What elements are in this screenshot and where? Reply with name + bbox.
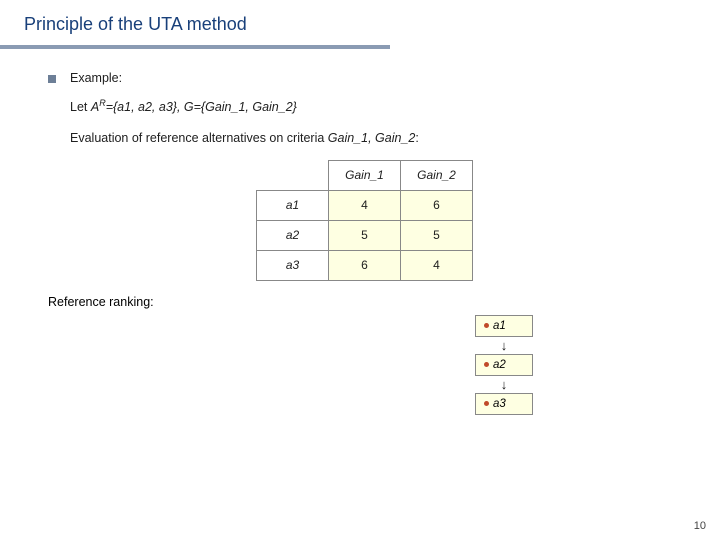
rank-box-a1: a1	[475, 315, 533, 337]
bullet-square-icon	[48, 75, 56, 83]
cell-a1-g2: 6	[401, 190, 473, 220]
row-header-a1: a1	[257, 190, 329, 220]
cell-a2-g2: 5	[401, 220, 473, 250]
bullet-dot-icon	[484, 362, 489, 367]
ar-set: ={a1, a2, a3}, G={Gain_1, Gain_2}	[106, 100, 297, 114]
example-label: Example:	[70, 71, 122, 85]
rank-box-a3: a3	[475, 393, 533, 415]
cell-a3-g1: 6	[329, 250, 401, 280]
col-header-gain2: Gain_2	[401, 160, 473, 190]
bullet-dot-icon	[484, 401, 489, 406]
evaluation-table: Gain_1 Gain_2 a1 4 6 a2 5 5 a3 6 4	[256, 160, 473, 281]
table-corner-cell	[257, 160, 329, 190]
page-number: 10	[694, 520, 706, 532]
ar-symbol: A	[91, 100, 99, 114]
eval-line: Evaluation of reference alternatives on …	[48, 129, 720, 148]
table-row: a3 6 4	[257, 250, 473, 280]
rank-label: a3	[493, 398, 506, 410]
rank-box-a2: a2	[475, 354, 533, 376]
table-row: a2 5 5	[257, 220, 473, 250]
reference-ranking-label: Reference ranking:	[48, 295, 720, 309]
let-line: Let AR={a1, a2, a3}, G={Gain_1, Gain_2}	[48, 97, 720, 117]
rank-label: a1	[493, 320, 506, 332]
arrow-down-icon: ↓	[501, 378, 508, 391]
cell-a1-g1: 4	[329, 190, 401, 220]
bullet-row-example: Example:	[48, 71, 720, 85]
slide-title: Principle of the UTA method	[0, 0, 720, 35]
ranking-column: a1 ↓ a2 ↓ a3	[288, 315, 720, 415]
cell-a2-g1: 5	[329, 220, 401, 250]
slide-body: Example: Let AR={a1, a2, a3}, G={Gain_1,…	[0, 49, 720, 281]
table-header-row: Gain_1 Gain_2	[257, 160, 473, 190]
table-row: a1 4 6	[257, 190, 473, 220]
cell-a3-g2: 4	[401, 250, 473, 280]
col-header-gain1: Gain_1	[329, 160, 401, 190]
row-header-a2: a2	[257, 220, 329, 250]
bullet-dot-icon	[484, 323, 489, 328]
let-prefix: Let	[70, 100, 91, 114]
arrow-down-icon: ↓	[501, 339, 508, 352]
row-header-a3: a3	[257, 250, 329, 280]
rank-label: a2	[493, 359, 506, 371]
